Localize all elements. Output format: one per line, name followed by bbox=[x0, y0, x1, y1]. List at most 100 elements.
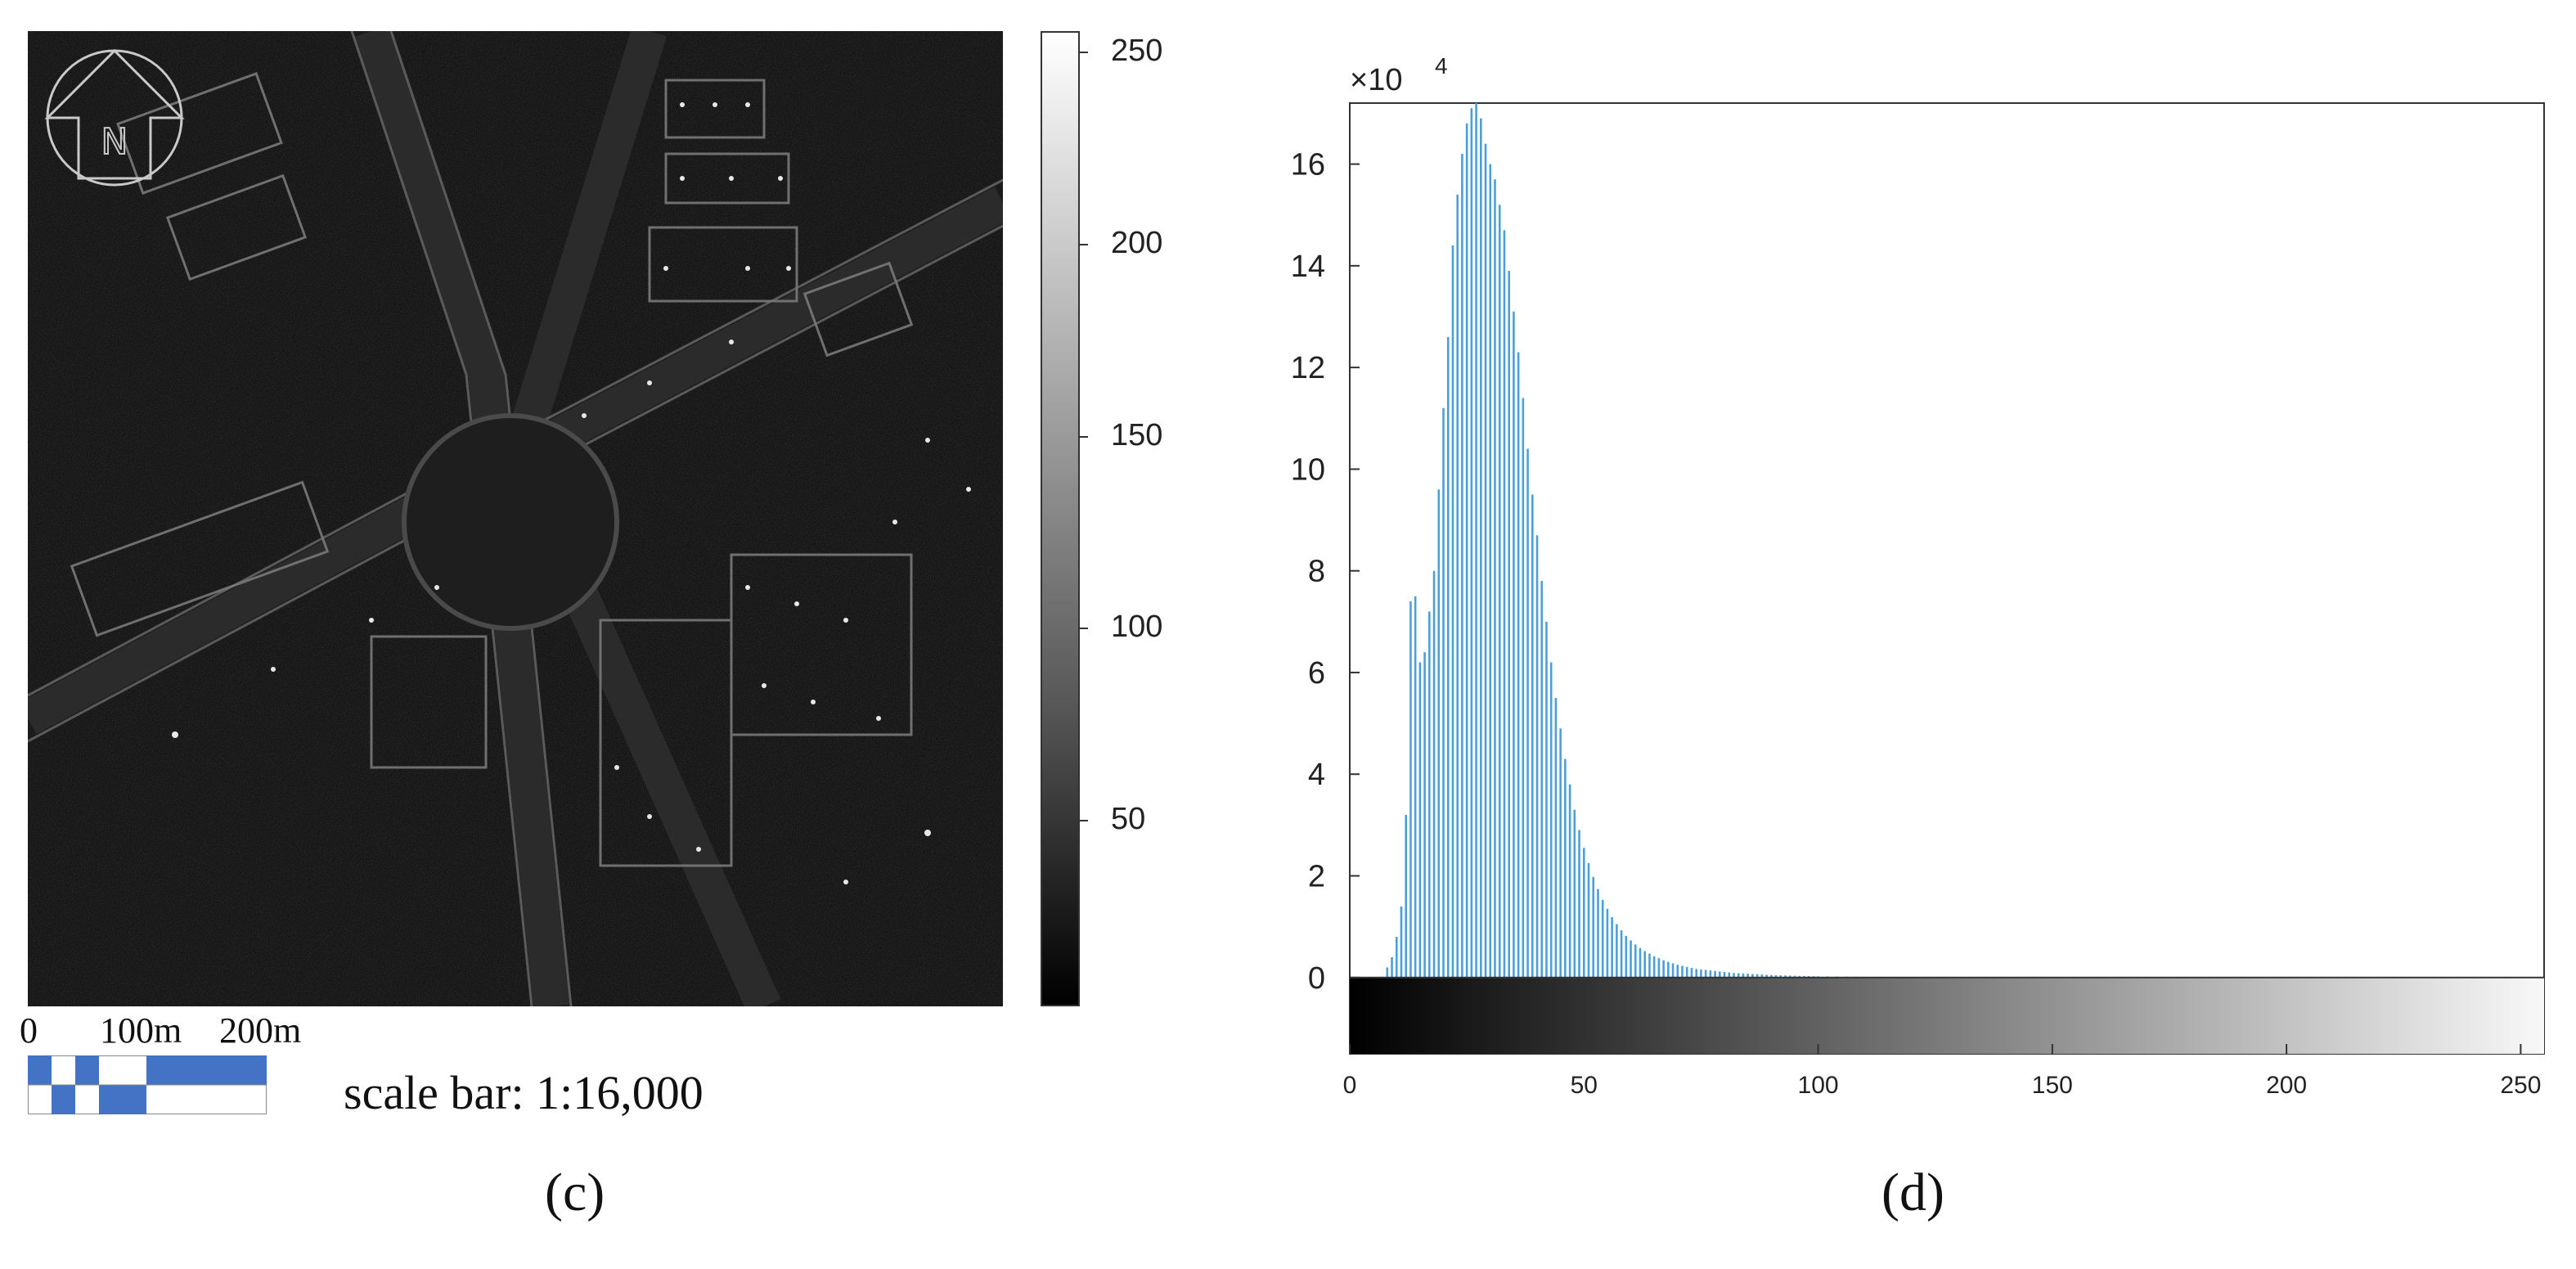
histogram-bar bbox=[1508, 271, 1510, 978]
histogram-bar bbox=[1395, 937, 1398, 978]
histogram-bar bbox=[1573, 809, 1576, 978]
y-tick-label: 6 bbox=[1308, 656, 1325, 691]
histogram-bar bbox=[1728, 972, 1731, 978]
histogram-bar bbox=[1695, 969, 1697, 978]
histogram-bar bbox=[1788, 975, 1792, 978]
histogram-bar bbox=[1451, 245, 1454, 978]
north-arrow-icon: N bbox=[44, 48, 185, 187]
colorbar-tick bbox=[1078, 820, 1088, 821]
histogram-bar bbox=[1639, 947, 1642, 978]
histogram-bar bbox=[1578, 830, 1580, 978]
y-multiplier-exponent: 4 bbox=[1435, 53, 1448, 79]
histogram-bar bbox=[1409, 601, 1412, 978]
roundabout bbox=[402, 413, 619, 631]
scale-bar bbox=[28, 1055, 267, 1114]
histogram-bar bbox=[1784, 975, 1787, 978]
north-letter: N bbox=[101, 121, 128, 163]
colorbar-tick-label: 150 bbox=[1111, 418, 1163, 452]
histogram-bar bbox=[1662, 960, 1665, 978]
x-tick-label: 100 bbox=[1798, 1072, 1839, 1099]
histogram-bar bbox=[1484, 143, 1487, 978]
y-tick-label: 4 bbox=[1308, 758, 1325, 792]
scale-bar-text: scale bar: 1:16,000 bbox=[344, 1066, 704, 1119]
histogram-bar bbox=[1751, 974, 1754, 978]
histogram-bar bbox=[1391, 956, 1393, 978]
histogram-bar bbox=[1418, 662, 1422, 978]
histogram-bar bbox=[1592, 876, 1595, 978]
histogram-bar bbox=[1531, 494, 1534, 978]
x-tick-label: 150 bbox=[2032, 1072, 2073, 1099]
histogram-bar bbox=[1597, 889, 1599, 978]
histogram-bar bbox=[1779, 975, 1783, 978]
building-blocks bbox=[70, 72, 914, 867]
histogram-bar bbox=[1620, 930, 1623, 978]
histogram-bar bbox=[1446, 336, 1450, 978]
y-tick-label: 2 bbox=[1308, 860, 1325, 894]
histogram-bar bbox=[1535, 535, 1539, 978]
histogram-bar bbox=[1400, 906, 1403, 978]
histogram-bar bbox=[1742, 973, 1745, 978]
histogram-bar bbox=[1648, 953, 1651, 978]
histogram-bar bbox=[1690, 967, 1693, 978]
scale-bar-tick-label: 0 bbox=[20, 1010, 38, 1051]
histogram-bar bbox=[1414, 596, 1417, 978]
histogram-bar bbox=[1714, 970, 1716, 978]
histogram-bar bbox=[1793, 975, 1796, 978]
colorbar-tick-label: 100 bbox=[1111, 610, 1163, 644]
histogram-bar bbox=[1643, 951, 1646, 978]
scale-bar-tick-label: 100m bbox=[100, 1010, 182, 1051]
histogram-bar bbox=[1634, 944, 1637, 978]
histogram-bar bbox=[1470, 108, 1473, 978]
histogram-bar bbox=[1489, 164, 1492, 978]
histogram-bar bbox=[1601, 899, 1604, 978]
histogram-bar bbox=[1737, 973, 1740, 978]
histogram-bar bbox=[1709, 970, 1712, 978]
histogram-bar bbox=[1564, 758, 1567, 978]
histogram-bar bbox=[1676, 965, 1679, 978]
histogram-bar bbox=[1475, 103, 1477, 978]
histogram-bar bbox=[1685, 966, 1688, 978]
histogram-bar bbox=[1774, 974, 1778, 978]
histogram-bar bbox=[1587, 862, 1590, 978]
y-tick-label: 10 bbox=[1291, 452, 1325, 487]
histogram-bar bbox=[1756, 974, 1759, 978]
histogram-bar bbox=[1526, 448, 1529, 978]
histogram-bar bbox=[1657, 958, 1661, 978]
histogram-bar bbox=[1770, 974, 1773, 978]
intensity-colorbar bbox=[1041, 31, 1080, 1006]
colorbar-tick bbox=[1078, 52, 1088, 53]
histogram-bar bbox=[1428, 611, 1431, 978]
colorbar-tick bbox=[1078, 436, 1088, 438]
histogram-bar bbox=[1465, 123, 1468, 978]
gray-level-strip bbox=[1350, 977, 2544, 1054]
histogram-bar bbox=[1611, 916, 1613, 978]
colorbar-tick bbox=[1078, 628, 1088, 629]
histogram-bar bbox=[1554, 698, 1558, 978]
plot-area bbox=[1349, 102, 2545, 1055]
histogram-bar bbox=[1540, 581, 1544, 978]
histogram-bar bbox=[1545, 621, 1548, 978]
histogram-bar bbox=[1517, 352, 1520, 978]
x-tick-label: 0 bbox=[1343, 1072, 1357, 1099]
histogram-bar bbox=[1667, 961, 1670, 978]
y-multiplier-label: ×10 bbox=[1350, 63, 1402, 97]
y-tick-label: 16 bbox=[1291, 148, 1325, 182]
y-tick-label: 0 bbox=[1308, 961, 1325, 996]
histogram-bar bbox=[1630, 940, 1632, 978]
histogram-bar bbox=[1432, 570, 1436, 978]
colorbar-tick bbox=[1078, 244, 1088, 245]
histogram-bar bbox=[1498, 205, 1501, 978]
histogram-bar bbox=[1700, 969, 1702, 978]
colorbar-tick-label: 200 bbox=[1111, 226, 1163, 260]
histogram-bar bbox=[1480, 118, 1482, 978]
x-tick-label: 250 bbox=[2500, 1072, 2541, 1099]
histogram-bar bbox=[1423, 652, 1426, 978]
histogram-bar bbox=[1549, 662, 1553, 978]
histogram-bar bbox=[1747, 974, 1749, 978]
histogram-bar bbox=[1760, 974, 1764, 978]
y-tick-label: 12 bbox=[1291, 351, 1325, 385]
histogram-bar bbox=[1704, 970, 1707, 978]
colorbar-tick-label: 50 bbox=[1111, 802, 1146, 836]
histogram-bar bbox=[1606, 908, 1609, 978]
